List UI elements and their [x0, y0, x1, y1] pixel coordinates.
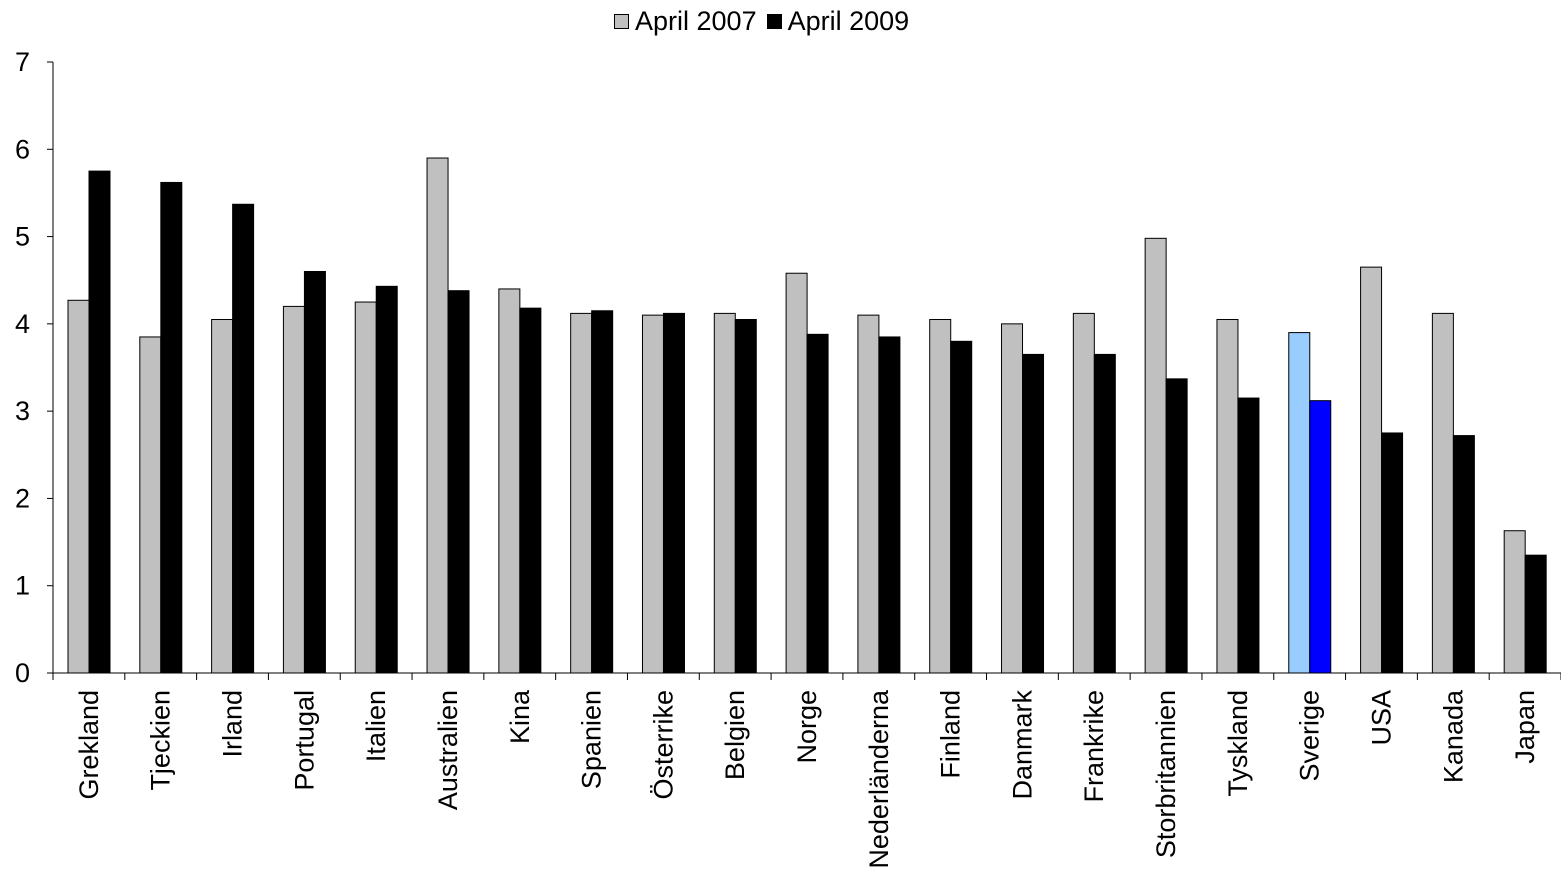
- x-tick-label-7: Spanien: [577, 690, 607, 789]
- legend: April 2007 April 2009: [614, 6, 919, 37]
- bar-portugal-2007: [282, 305, 305, 674]
- bar-australien-2007: [426, 157, 449, 674]
- bar-kina-2009: [519, 307, 542, 674]
- x-tick-label-4: Italien: [361, 690, 391, 762]
- y-tick-label-3: 3: [15, 396, 30, 426]
- x-tick-label-5: Australien: [433, 690, 463, 810]
- x-tick-label-9: Belgien: [720, 690, 750, 780]
- legend-item-2007: April 2007: [614, 6, 757, 37]
- bar-sverige-2009: [1309, 400, 1332, 674]
- bar-irland-2009: [232, 203, 255, 674]
- bar-kanada-2007: [1431, 312, 1454, 674]
- legend-item-2009: April 2009: [766, 6, 910, 37]
- x-tick-label-1: Tjeckien: [146, 690, 176, 791]
- y-tick-label-7: 7: [15, 47, 30, 77]
- bar-tjeckien-2009: [160, 181, 183, 674]
- x-tick-label-6: Kina: [505, 689, 535, 744]
- x-tick-label-3: Portugal: [289, 690, 319, 791]
- bar-tyskland-2007: [1216, 318, 1239, 674]
- x-tick-label-0: Grekland: [74, 690, 104, 800]
- bar-frankrike-2009: [1093, 353, 1116, 674]
- legend-label-2009: April 2009: [787, 6, 910, 36]
- bar-österrike-2007: [641, 314, 664, 674]
- bar-portugal-2009: [303, 270, 326, 674]
- bar-finland-2007: [929, 318, 952, 674]
- bar-italien-2007: [354, 301, 377, 674]
- bar-kanada-2009: [1452, 435, 1475, 674]
- bar-italien-2009: [375, 285, 398, 674]
- bar-storbritannien-2009: [1165, 378, 1188, 674]
- y-tick-label-6: 6: [15, 134, 30, 164]
- legend-label-2007: April 2007: [635, 6, 757, 36]
- x-tick-label-15: Storbritannien: [1151, 690, 1181, 858]
- bar-storbritannien-2007: [1144, 237, 1167, 674]
- bar-grekland-2009: [88, 170, 111, 674]
- bar-belgien-2009: [734, 318, 757, 674]
- bar-japan-2007: [1503, 530, 1526, 674]
- bar-belgien-2007: [713, 312, 736, 674]
- bar-usa-2009: [1381, 432, 1404, 674]
- x-tick-label-12: Finland: [936, 690, 966, 779]
- bar-danmark-2007: [1001, 323, 1024, 674]
- x-tick-label-11: Nederländerna: [864, 689, 894, 869]
- bar-danmark-2009: [1022, 353, 1045, 674]
- y-tick-label-1: 1: [15, 571, 30, 601]
- y-tick-label-5: 5: [15, 222, 30, 252]
- bar-tjeckien-2007: [139, 336, 162, 674]
- bar-spanien-2009: [591, 310, 614, 674]
- bar-japan-2009: [1524, 554, 1547, 674]
- bar-nederländerna-2007: [857, 314, 880, 674]
- bar-norge-2009: [806, 333, 829, 674]
- x-tick-label-20: Japan: [1510, 690, 1540, 764]
- bar-usa-2007: [1360, 266, 1383, 674]
- x-tick-label-13: Danmark: [1007, 690, 1037, 800]
- x-tick-label-2: Irland: [218, 690, 248, 758]
- y-tick-label-2: 2: [15, 483, 30, 513]
- legend-swatch-2007: [614, 14, 629, 29]
- bar-tyskland-2009: [1237, 397, 1260, 674]
- bar-grekland-2007: [67, 299, 90, 674]
- legend-swatch-2009: [766, 14, 782, 29]
- y-tick-label-4: 4: [15, 309, 30, 339]
- bar-irland-2007: [211, 318, 234, 674]
- x-tick-label-16: Tyskland: [1223, 690, 1253, 797]
- x-tick-label-14: Frankrike: [1079, 690, 1109, 803]
- bar-kina-2007: [498, 288, 521, 674]
- bar-australien-2009: [447, 290, 470, 674]
- x-tick-label-19: Kanada: [1438, 689, 1468, 783]
- bar-frankrike-2007: [1072, 312, 1095, 674]
- bar-österrike-2009: [662, 312, 685, 674]
- x-tick-label-17: Sverige: [1295, 690, 1325, 782]
- bar-finland-2009: [950, 340, 973, 674]
- y-tick-label-0: 0: [15, 658, 30, 688]
- bar-norge-2007: [785, 272, 808, 674]
- bar-spanien-2007: [570, 312, 593, 674]
- bar-sverige-2007: [1288, 332, 1311, 674]
- x-tick-label-8: Österrike: [648, 690, 678, 800]
- x-tick-label-18: USA: [1366, 690, 1396, 746]
- bar-nederländerna-2009: [878, 336, 901, 674]
- x-tick-label-10: Norge: [792, 690, 822, 764]
